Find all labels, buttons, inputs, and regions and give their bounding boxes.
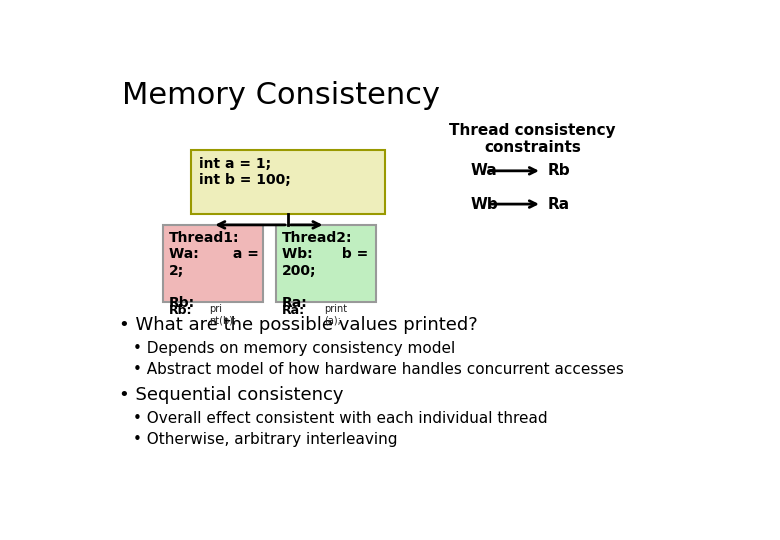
Text: Rb: Rb: [548, 163, 570, 178]
Text: Thread2:
Wb:      b =
200;

Ra:: Thread2: Wb: b = 200; Ra:: [282, 231, 368, 310]
FancyBboxPatch shape: [191, 150, 385, 214]
Text: • Depends on memory consistency model: • Depends on memory consistency model: [133, 341, 455, 356]
Text: Rb:: Rb:: [168, 305, 193, 318]
Text: int a = 1;
int b = 100;: int a = 1; int b = 100;: [199, 157, 291, 187]
Text: • What are the possible values printed?: • What are the possible values printed?: [119, 316, 477, 334]
Text: • Sequential consistency: • Sequential consistency: [119, 386, 343, 404]
Text: Memory Consistency: Memory Consistency: [122, 82, 440, 111]
Text: • Overall effect consistent with each individual thread: • Overall effect consistent with each in…: [133, 411, 548, 426]
Text: Wb: Wb: [470, 197, 498, 212]
Text: • Abstract model of how hardware handles concurrent accesses: • Abstract model of how hardware handles…: [133, 362, 623, 377]
Text: Ra:: Ra:: [282, 305, 305, 318]
Text: Ra: Ra: [548, 197, 570, 212]
Text: • Otherwise, arbitrary interleaving: • Otherwise, arbitrary interleaving: [133, 431, 397, 447]
FancyBboxPatch shape: [163, 225, 263, 302]
Text: Wa: Wa: [470, 163, 497, 178]
Text: Thread consistency
constraints: Thread consistency constraints: [449, 123, 616, 156]
Text: pri
nt(b);: pri nt(b);: [209, 305, 236, 326]
FancyBboxPatch shape: [276, 225, 376, 302]
Text: Thread1:
Wa:       a =
2;

Rb:: Thread1: Wa: a = 2; Rb:: [168, 231, 259, 310]
Text: print
(a);: print (a);: [324, 305, 347, 326]
